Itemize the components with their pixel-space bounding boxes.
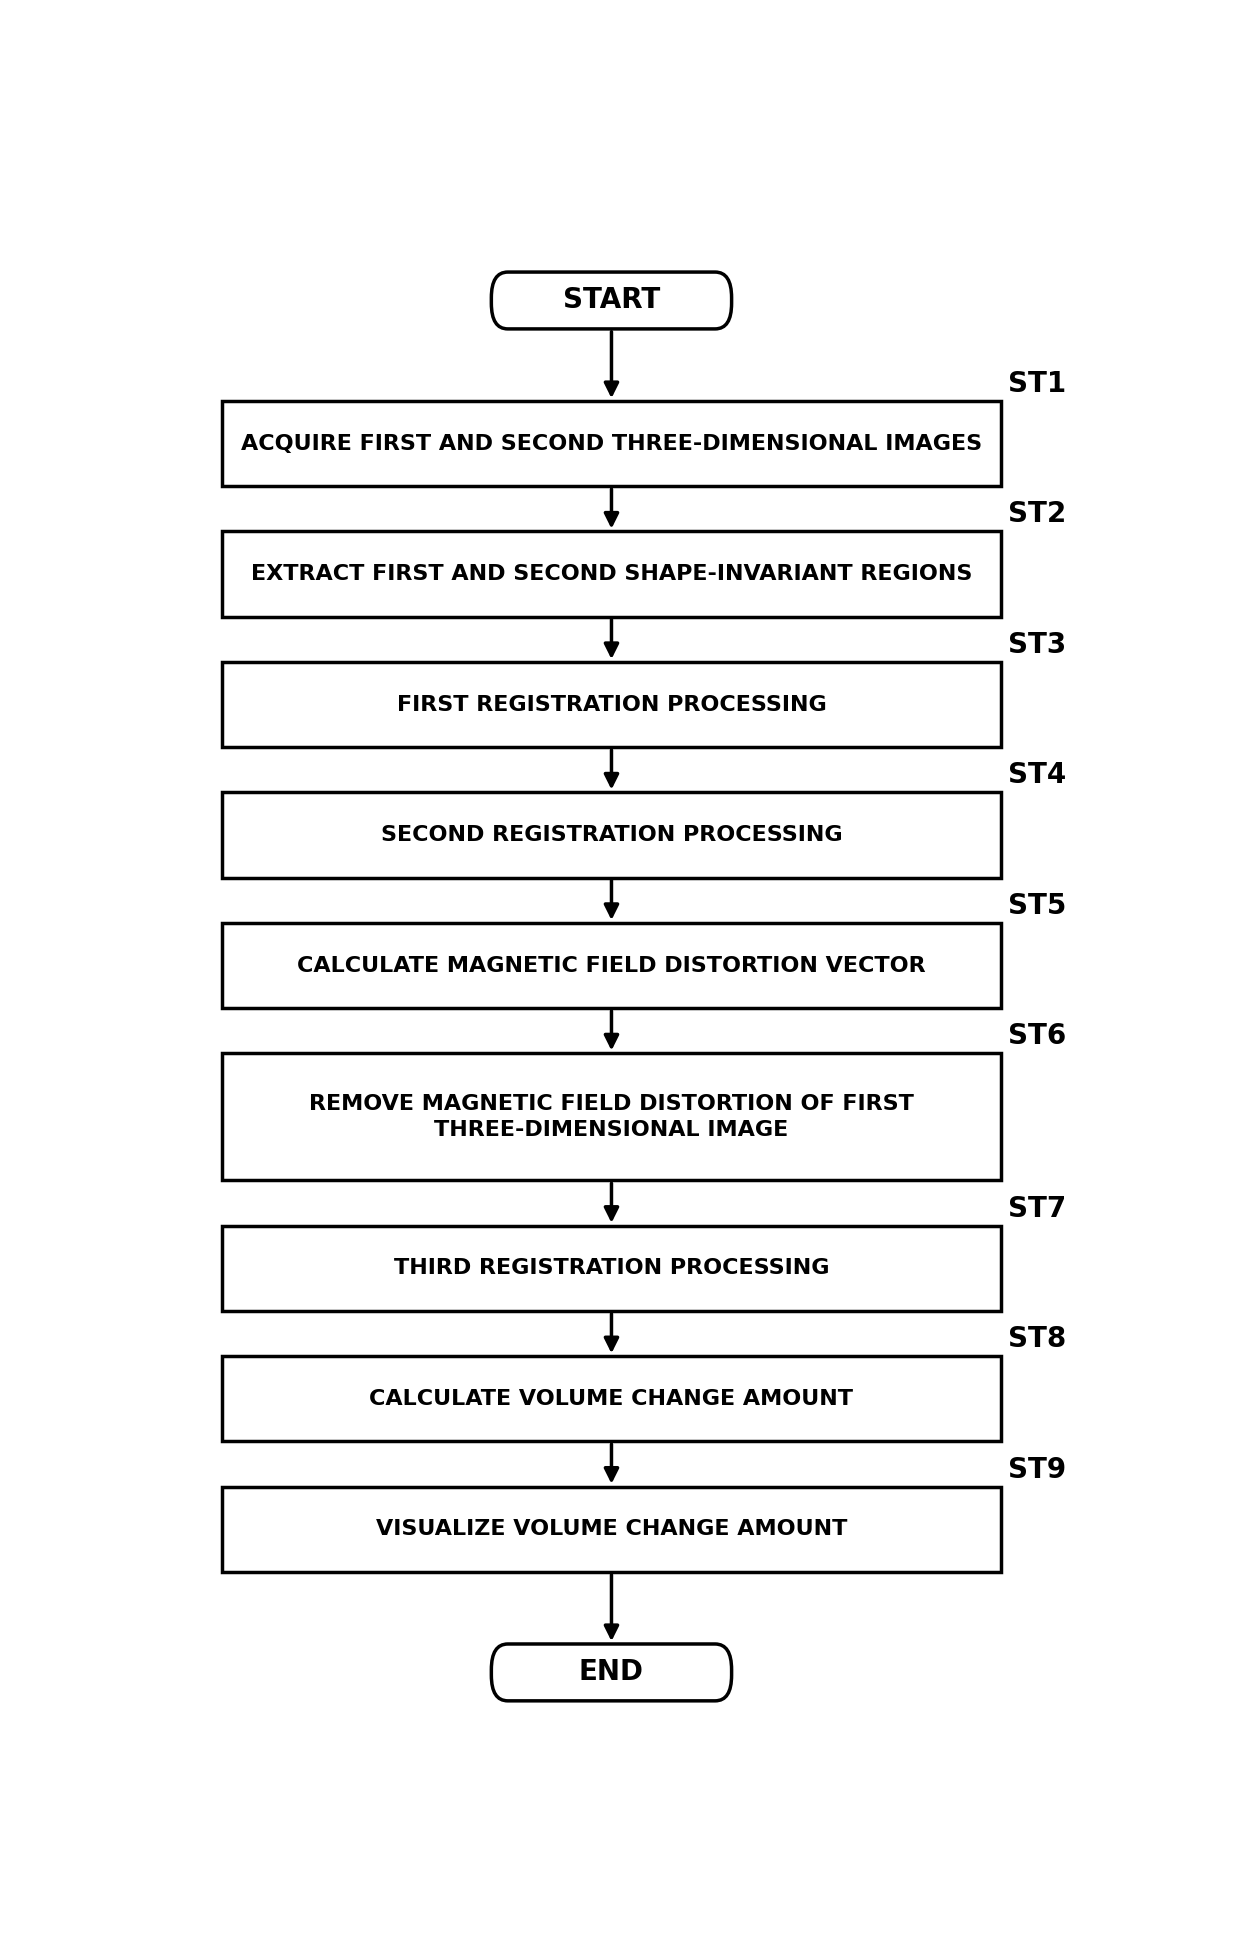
Text: EXTRACT FIRST AND SECOND SHAPE-INVARIANT REGIONS: EXTRACT FIRST AND SECOND SHAPE-INVARIANT… (250, 563, 972, 585)
Bar (222, 1053, 1001, 1181)
Text: FIRST REGISTRATION PROCESSING: FIRST REGISTRATION PROCESSING (397, 694, 826, 715)
Text: ST9: ST9 (1008, 1455, 1066, 1484)
Bar (222, 663, 1001, 748)
Text: END: END (579, 1659, 644, 1687)
Bar (222, 923, 1001, 1008)
Text: ST7: ST7 (1008, 1195, 1066, 1222)
Text: ST8: ST8 (1008, 1325, 1066, 1352)
FancyBboxPatch shape (491, 272, 732, 328)
Text: ST2: ST2 (1008, 501, 1066, 528)
Bar (222, 1486, 1001, 1572)
Bar (222, 1356, 1001, 1442)
Text: THIRD REGISTRATION PROCESSING: THIRD REGISTRATION PROCESSING (394, 1259, 830, 1278)
Text: ST6: ST6 (1008, 1022, 1066, 1051)
Bar (222, 400, 1001, 486)
Text: ACQUIRE FIRST AND SECOND THREE-DIMENSIONAL IMAGES: ACQUIRE FIRST AND SECOND THREE-DIMENSION… (241, 433, 982, 453)
Bar (222, 1226, 1001, 1312)
Text: REMOVE MAGNETIC FIELD DISTORTION OF FIRST
THREE-DIMENSIONAL IMAGE: REMOVE MAGNETIC FIELD DISTORTION OF FIRS… (309, 1094, 914, 1141)
FancyBboxPatch shape (491, 1644, 732, 1700)
Text: ST4: ST4 (1008, 762, 1066, 789)
Bar (222, 793, 1001, 878)
Text: ST1: ST1 (1008, 369, 1066, 398)
Text: VISUALIZE VOLUME CHANGE AMOUNT: VISUALIZE VOLUME CHANGE AMOUNT (376, 1519, 847, 1539)
Text: ST3: ST3 (1008, 631, 1066, 659)
Text: START: START (563, 286, 660, 315)
Text: ST5: ST5 (1008, 892, 1066, 919)
Bar (222, 532, 1001, 616)
Text: SECOND REGISTRATION PROCESSING: SECOND REGISTRATION PROCESSING (381, 826, 842, 845)
Text: CALCULATE VOLUME CHANGE AMOUNT: CALCULATE VOLUME CHANGE AMOUNT (370, 1389, 853, 1409)
Text: CALCULATE MAGNETIC FIELD DISTORTION VECTOR: CALCULATE MAGNETIC FIELD DISTORTION VECT… (298, 956, 926, 975)
